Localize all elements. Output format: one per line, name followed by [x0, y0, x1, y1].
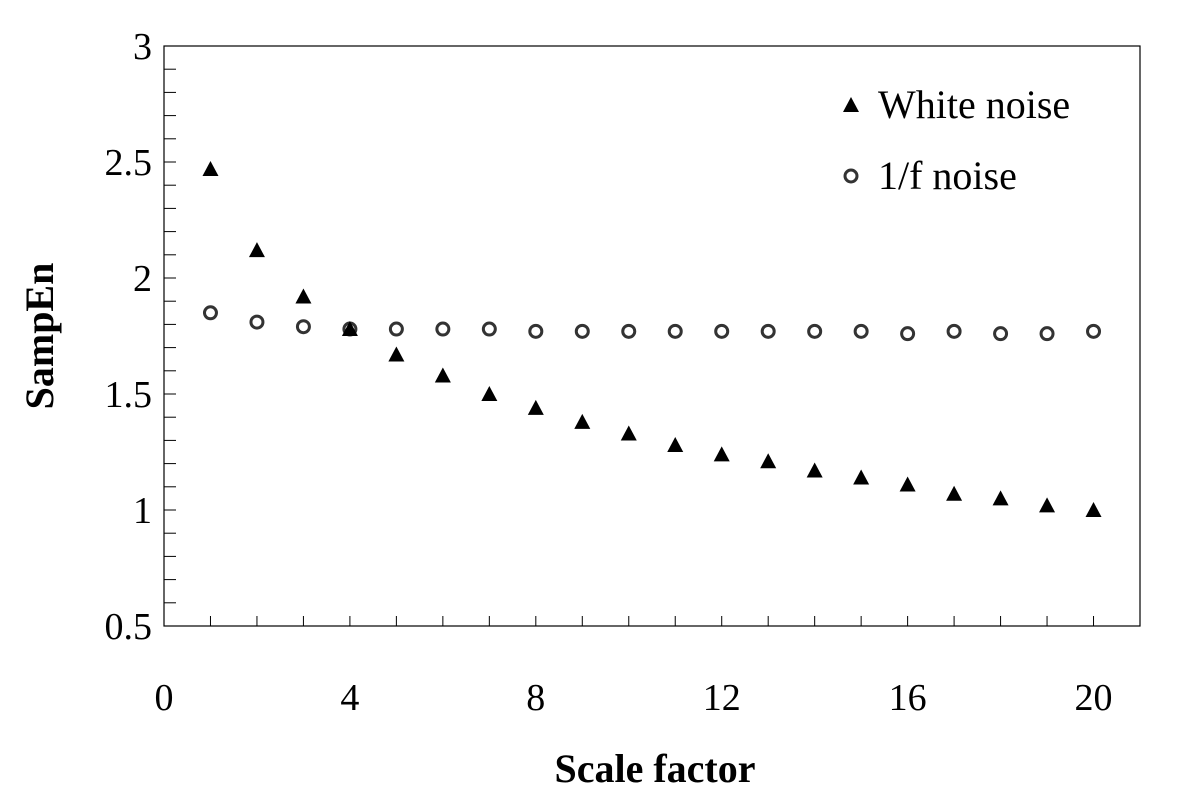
point-white-noise: [434, 367, 451, 383]
point-1f-noise: [760, 323, 776, 339]
point-1f-noise: [388, 321, 404, 337]
x-tick-label: 4: [340, 677, 359, 719]
plot-frame: [163, 45, 1141, 627]
point-white-noise: [295, 288, 312, 304]
point-1f-noise: [853, 323, 869, 339]
x-tick-label: 16: [889, 677, 927, 719]
point-1f-noise: [481, 321, 497, 337]
point-white-noise: [248, 242, 265, 258]
point-1f-noise: [807, 323, 823, 339]
legend-1f-noise-label: 1/f noise: [878, 153, 1017, 198]
y-tick-labels: 0.5 1 1.5 2 2.5 3: [105, 26, 153, 648]
legend-white-noise-marker: [843, 97, 859, 112]
x-axis-title: Scale factor: [554, 746, 755, 791]
x-tick-label: 0: [155, 677, 174, 719]
series-1f-noise: [202, 305, 1102, 342]
point-white-noise: [388, 346, 405, 362]
y-tick-label: 1.5: [105, 374, 153, 416]
point-white-noise: [202, 160, 219, 176]
point-white-noise: [341, 321, 358, 337]
legend-1f-noise-marker: [843, 168, 859, 184]
point-1f-noise: [295, 319, 311, 335]
y-tick-label: 3: [133, 26, 152, 68]
point-white-noise: [620, 425, 637, 441]
y-axis-title: SampEn: [17, 263, 62, 410]
point-1f-noise: [249, 314, 265, 330]
y-tick-label: 0.5: [105, 606, 153, 648]
point-white-noise: [899, 476, 916, 492]
point-white-noise: [1039, 497, 1056, 513]
point-white-noise: [946, 485, 963, 501]
point-white-noise: [760, 453, 777, 469]
point-1f-noise: [900, 326, 916, 342]
y-minor-ticks: [164, 45, 176, 627]
x-ticks: [163, 616, 1141, 626]
point-1f-noise: [574, 323, 590, 339]
point-1f-noise: [435, 321, 451, 337]
point-1f-noise: [621, 323, 637, 339]
x-tick-label: 20: [1075, 677, 1113, 719]
point-1f-noise: [946, 323, 962, 339]
series-white-noise: [202, 160, 1102, 517]
x-tick-labels: 0 4 8 12 16 20: [155, 677, 1113, 719]
x-tick-label: 12: [703, 677, 741, 719]
legend: White noise 1/f noise: [843, 82, 1070, 198]
point-white-noise: [1085, 502, 1102, 517]
point-1f-noise: [202, 305, 218, 321]
point-white-noise: [481, 386, 498, 401]
point-white-noise: [853, 469, 870, 485]
point-white-noise: [713, 446, 730, 462]
point-1f-noise: [528, 323, 544, 339]
point-white-noise: [667, 437, 684, 453]
point-white-noise: [527, 399, 544, 415]
point-1f-noise: [667, 323, 683, 339]
point-white-noise: [992, 490, 1009, 506]
point-1f-noise: [1086, 323, 1102, 339]
point-white-noise: [574, 413, 591, 429]
y-tick-label: 2: [133, 258, 152, 300]
point-1f-noise: [714, 323, 730, 339]
y-tick-label: 2.5: [105, 142, 153, 184]
point-white-noise: [806, 462, 823, 478]
point-1f-noise: [1039, 326, 1055, 342]
point-1f-noise: [993, 326, 1009, 342]
y-tick-label: 1: [133, 490, 152, 532]
legend-white-noise-label: White noise: [878, 82, 1070, 127]
x-tick-label: 8: [526, 677, 545, 719]
